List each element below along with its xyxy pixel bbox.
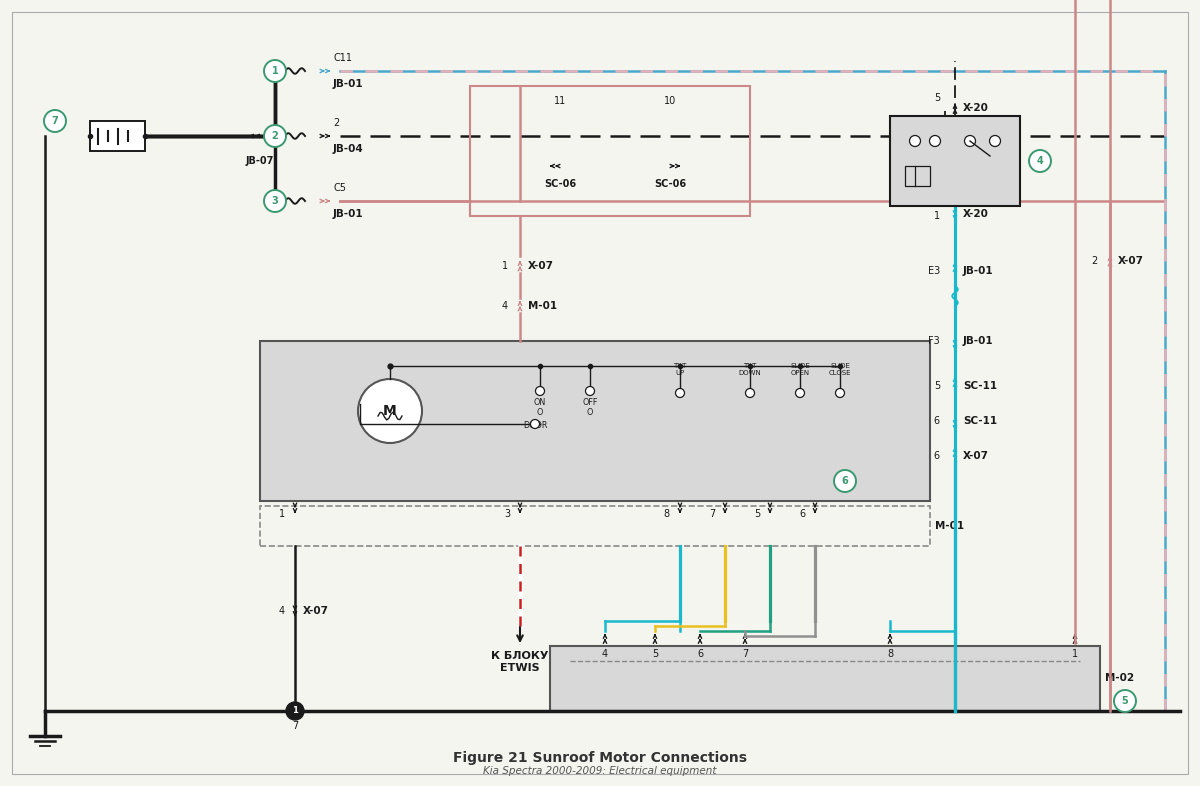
- Bar: [890, 116, 1020, 206]
- Text: C11: C11: [334, 53, 352, 63]
- Text: X-20: X-20: [964, 209, 989, 219]
- Text: OFF: OFF: [582, 398, 598, 407]
- Text: SLIDE
OPEN: SLIDE OPEN: [790, 363, 810, 376]
- Text: C5: C5: [334, 183, 346, 193]
- Text: TILT
DOWN: TILT DOWN: [739, 363, 761, 376]
- Text: 3: 3: [271, 196, 278, 206]
- Text: 2: 2: [1092, 256, 1098, 266]
- Text: SC-06: SC-06: [544, 179, 576, 189]
- Text: TILT
UP: TILT UP: [673, 363, 686, 376]
- Bar: [260, 341, 930, 501]
- Text: 6: 6: [841, 476, 848, 486]
- Circle shape: [264, 190, 286, 212]
- Text: 11: 11: [554, 96, 566, 106]
- Circle shape: [358, 379, 422, 443]
- Text: E3: E3: [928, 266, 940, 276]
- Text: JB-01: JB-01: [964, 336, 994, 346]
- Text: X-07: X-07: [964, 451, 989, 461]
- Text: 6: 6: [799, 509, 805, 519]
- Text: 2: 2: [271, 131, 278, 141]
- Text: 6: 6: [697, 649, 703, 659]
- Circle shape: [965, 135, 976, 146]
- Text: 5: 5: [1122, 696, 1128, 706]
- Circle shape: [676, 388, 684, 398]
- Circle shape: [1114, 690, 1136, 712]
- Text: 5: 5: [934, 381, 940, 391]
- Circle shape: [264, 125, 286, 147]
- Circle shape: [835, 388, 845, 398]
- Text: 5: 5: [652, 649, 658, 659]
- Text: К БЛОКУ
ETWIS: К БЛОКУ ETWIS: [491, 651, 548, 673]
- Text: SC-11: SC-11: [964, 416, 997, 426]
- Text: Figure 21 Sunroof Motor Connections: Figure 21 Sunroof Motor Connections: [454, 751, 746, 765]
- Circle shape: [834, 470, 856, 492]
- Text: Kia Spectra 2000-2009: Electrical equipment: Kia Spectra 2000-2009: Electrical equipm…: [484, 766, 716, 776]
- Text: X-07: X-07: [528, 261, 554, 271]
- Circle shape: [535, 387, 545, 395]
- Text: 1: 1: [1072, 649, 1078, 659]
- Text: 7: 7: [292, 721, 298, 731]
- Bar: [260, 506, 930, 546]
- Text: 5: 5: [754, 509, 760, 519]
- Circle shape: [286, 702, 304, 720]
- Text: 7: 7: [52, 116, 59, 126]
- Text: 5: 5: [934, 93, 940, 103]
- Text: JB-01: JB-01: [964, 266, 994, 276]
- Text: M: M: [383, 404, 397, 418]
- Text: 4: 4: [502, 301, 508, 311]
- Circle shape: [910, 135, 920, 146]
- Text: 8: 8: [887, 649, 893, 659]
- Text: 1: 1: [278, 509, 286, 519]
- Circle shape: [990, 135, 1001, 146]
- Circle shape: [530, 420, 540, 428]
- Text: 8: 8: [664, 509, 670, 519]
- Text: JB-04: JB-04: [334, 144, 364, 154]
- Text: X-07: X-07: [302, 606, 329, 616]
- Text: 1: 1: [292, 707, 298, 715]
- Circle shape: [264, 60, 286, 82]
- Text: 2: 2: [334, 118, 340, 128]
- Text: 7: 7: [742, 649, 748, 659]
- Text: M-01: M-01: [528, 301, 557, 311]
- Text: O: O: [587, 408, 593, 417]
- Text: X-20: X-20: [964, 103, 989, 113]
- Text: SC-06: SC-06: [654, 179, 686, 189]
- Circle shape: [44, 110, 66, 132]
- Text: SLIDE
CLOSE: SLIDE CLOSE: [829, 363, 851, 376]
- Text: F3: F3: [929, 336, 940, 346]
- Text: JB-01: JB-01: [334, 209, 364, 219]
- Circle shape: [745, 388, 755, 398]
- Bar: [550, 646, 1100, 711]
- Text: X-07: X-07: [1118, 256, 1144, 266]
- Bar: [90, 121, 145, 151]
- Text: 6: 6: [934, 416, 940, 426]
- Text: 4: 4: [278, 606, 286, 616]
- Text: 4: 4: [1037, 156, 1043, 166]
- Text: SC-11: SC-11: [964, 381, 997, 391]
- Text: 4: 4: [602, 649, 608, 659]
- Bar: [905, 166, 930, 186]
- Circle shape: [586, 387, 594, 395]
- Text: 1: 1: [271, 66, 278, 76]
- Text: O: O: [536, 408, 544, 417]
- Text: 10: 10: [664, 96, 676, 106]
- Text: DOOR: DOOR: [523, 421, 547, 430]
- Text: 3: 3: [504, 509, 510, 519]
- Text: M-01: M-01: [935, 521, 964, 531]
- Text: M-02: M-02: [1105, 674, 1134, 684]
- Text: JB-01: JB-01: [334, 79, 364, 89]
- Circle shape: [1030, 150, 1051, 172]
- Circle shape: [930, 135, 941, 146]
- Bar: [470, 86, 750, 216]
- Text: 1: 1: [502, 261, 508, 271]
- Text: JB-07: JB-07: [246, 156, 274, 166]
- Text: 1: 1: [934, 211, 940, 221]
- Text: 7: 7: [709, 509, 715, 519]
- Text: ON: ON: [534, 398, 546, 407]
- Text: 6: 6: [934, 451, 940, 461]
- Circle shape: [796, 388, 804, 398]
